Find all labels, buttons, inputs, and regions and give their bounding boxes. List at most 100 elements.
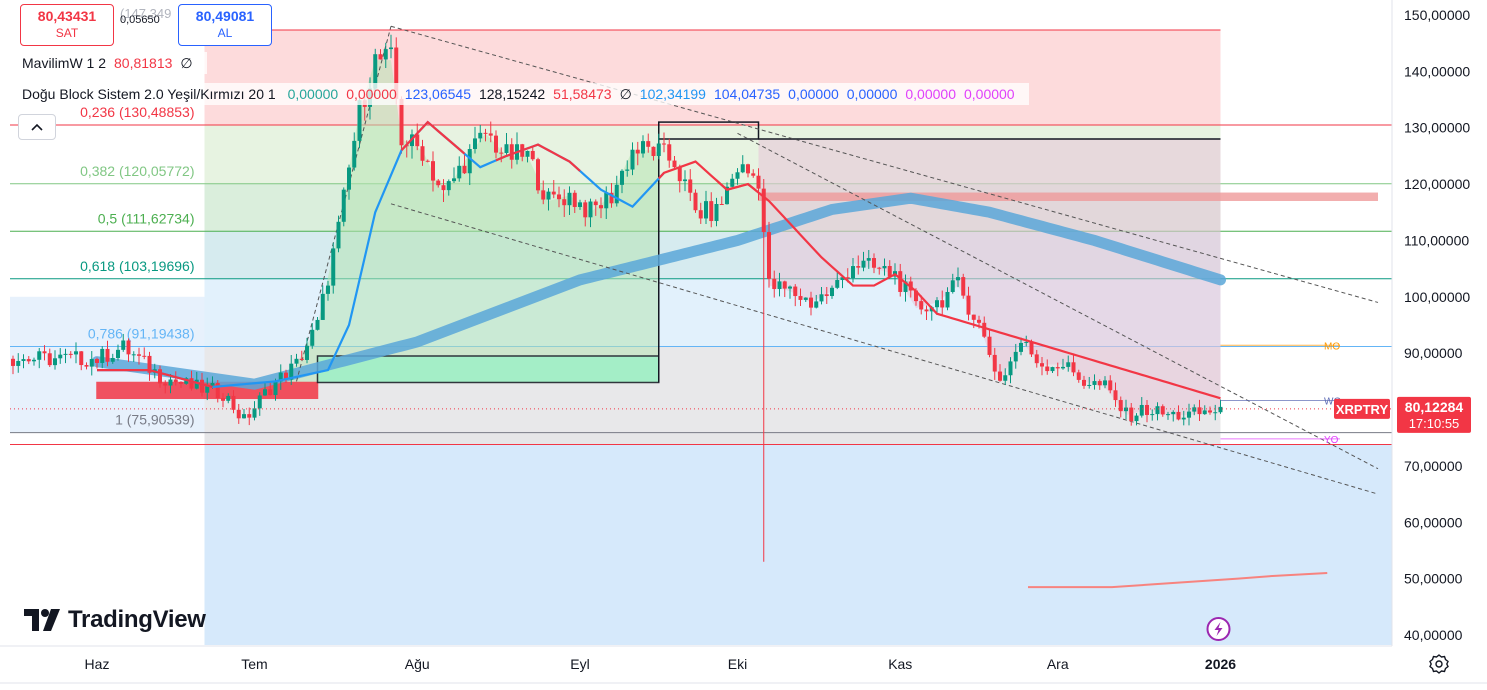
candle-body [1050, 367, 1055, 372]
price-tick-label: 110,00000 [1404, 232, 1469, 248]
candle-body [861, 260, 866, 268]
candle-body [982, 322, 987, 337]
gear-icon[interactable] [1428, 653, 1450, 675]
candle-body [809, 297, 813, 308]
candle-body [1171, 411, 1176, 415]
candle-body [226, 395, 231, 401]
candle-body [394, 47, 399, 99]
candle-body [47, 353, 52, 366]
candle-body [1160, 406, 1165, 415]
candle-body [74, 351, 78, 355]
candle-body [562, 199, 567, 206]
candle-body [793, 286, 798, 297]
collapse-legend-button[interactable] [18, 114, 56, 140]
price-tick-label: 90,00000 [1404, 345, 1463, 361]
candle-body [882, 266, 887, 269]
candle-body [677, 167, 682, 182]
buy-button[interactable]: 80,49081 AL [178, 4, 272, 46]
candle-body [425, 160, 430, 162]
candle-body [788, 286, 792, 289]
candle-body [919, 301, 924, 310]
candle-body [137, 354, 141, 356]
buy-price: 80,49081 [195, 8, 255, 24]
candle-body [68, 353, 73, 355]
tradingview-logo[interactable]: TradingView [24, 604, 206, 636]
candle-body [1108, 380, 1113, 391]
time-axis: Haz Tem Ağu Eyl Eki Kas Ara 2026 [0, 617, 1487, 684]
candle-body [924, 309, 929, 312]
candle-body [1192, 407, 1197, 412]
price-tag-countdown: 17:10:55 [1409, 416, 1460, 431]
candle-body [168, 379, 173, 386]
price-axis: 150,00000 140,00000 130,00000 120,00000 110,… [1334, 0, 1471, 646]
candle-body [656, 143, 661, 156]
candle-body [504, 144, 509, 154]
price-tick-label: 140,00000 [1404, 63, 1470, 79]
price-tick-label: 40,00000 [1404, 627, 1463, 643]
candle-body [231, 395, 236, 410]
sell-price: 80,43431 [37, 8, 97, 24]
order-block [316, 355, 660, 384]
time-tick-label: Ara [1047, 656, 1069, 672]
indicator-value: 0,00000 [287, 86, 339, 102]
price-tag-value: 80,12284 [1405, 399, 1464, 415]
candle-body [767, 232, 771, 279]
indicator-legend-mavilim[interactable]: MavilimW 1 2 80,81813 ∅ [16, 52, 207, 74]
candle-body [431, 161, 435, 181]
candle-body [1181, 417, 1186, 420]
indicator-legend-dogu[interactable]: Doğu Block Sistem 2.0 Yeşil/Kırmızı 20 1… [16, 83, 1029, 105]
candle-body [1113, 390, 1118, 401]
indicator-value: ∅ [619, 86, 632, 102]
support-line [1028, 572, 1328, 589]
candle-body [189, 378, 194, 389]
time-tick-label: Ağu [405, 656, 430, 672]
candle-body [142, 355, 147, 357]
candle-body [389, 47, 393, 50]
fib-zone-bottom [204, 444, 1392, 645]
candle-body [940, 300, 945, 308]
candle-body [620, 170, 624, 185]
spread-value: 0,05650 [120, 14, 160, 26]
fib-label: 0,382 (120,05772) [80, 163, 194, 179]
candle-body [95, 358, 99, 363]
candle-body [299, 358, 304, 360]
chart-overlays: MO WC YO [10, 341, 1392, 589]
indicator-value: 104,04735 [713, 86, 781, 102]
candle-body [1155, 406, 1160, 415]
candle-body [1129, 407, 1134, 422]
candle-body [672, 160, 677, 168]
bullish-zone [254, 60, 659, 383]
candle-body [546, 191, 551, 200]
candle-body [215, 382, 220, 399]
candle-body [898, 271, 903, 292]
candle-body [278, 372, 283, 382]
candle-body [819, 294, 824, 302]
price-tag [1397, 396, 1471, 433]
candle-body [761, 188, 766, 233]
candle-body [467, 149, 472, 174]
candle-body [79, 351, 84, 366]
symbol-tag-text: XRPTRY [1336, 402, 1389, 417]
candle-body [89, 358, 94, 367]
price-tick-label: 60,00000 [1404, 514, 1463, 530]
candle-body [530, 150, 535, 160]
candle-body [966, 295, 971, 315]
candle-body [1061, 366, 1065, 369]
indicator-flag: ∅ [180, 55, 193, 71]
candle-body [1082, 379, 1086, 386]
resistance-band [758, 192, 1378, 201]
candle-body [614, 184, 619, 204]
candle-body [26, 359, 31, 362]
candle-body [242, 414, 246, 419]
candle-body [851, 266, 855, 279]
candle-body [37, 351, 42, 360]
candle-body [347, 167, 351, 190]
candle-body [1087, 384, 1092, 386]
candle-body [1218, 406, 1223, 413]
candle-body [16, 360, 21, 366]
sell-button[interactable]: 80,43431 SAT [20, 4, 114, 46]
pivot-label: MO [1324, 341, 1340, 352]
candle-body [457, 165, 462, 179]
candle-body [683, 179, 687, 182]
